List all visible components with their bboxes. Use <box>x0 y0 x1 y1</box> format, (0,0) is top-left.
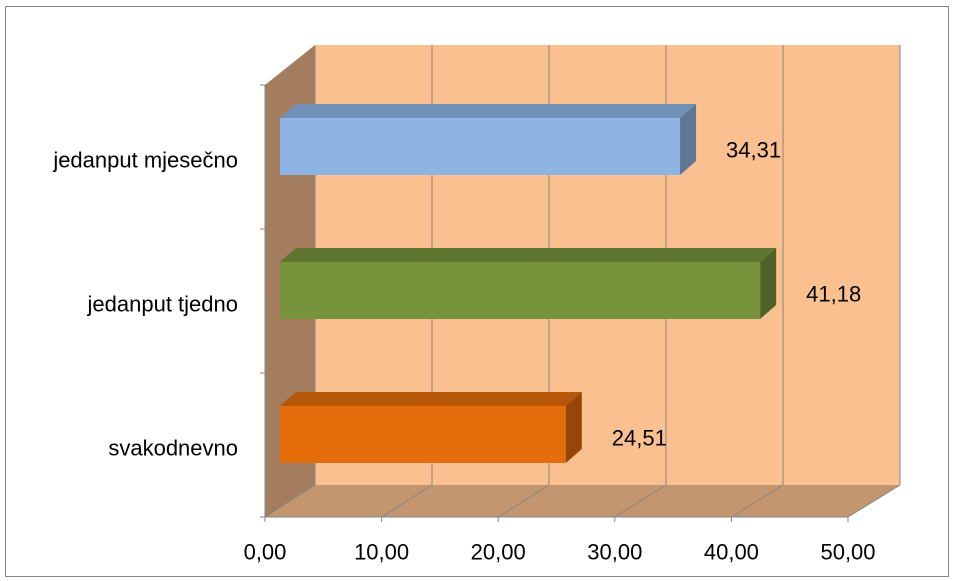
gridline-floor <box>847 484 901 518</box>
bar-jedanput-mjesecno <box>280 104 697 175</box>
bar-top-face <box>280 104 697 118</box>
bar-top-face <box>280 248 777 262</box>
gridline-floor <box>497 484 550 518</box>
category-label: jedanput mjesečno <box>52 148 238 173</box>
x-tick-label: 20,00 <box>471 540 526 565</box>
bar-jedanput-tjedno <box>280 248 777 319</box>
data-label: 41,18 <box>806 282 861 307</box>
bar-end-face <box>760 248 777 319</box>
gridline-floor <box>381 484 433 518</box>
bar-svakodnevno <box>280 392 582 463</box>
bar-front-face <box>280 262 761 319</box>
floor <box>265 485 900 517</box>
chart-area <box>5 6 949 577</box>
data-label: 24,51 <box>612 426 667 451</box>
x-tick-label: 30,00 <box>587 540 642 565</box>
axes <box>260 84 849 522</box>
x-tick-label: 0,00 <box>244 540 287 565</box>
bar-end-face <box>680 104 697 175</box>
category-label: jedanput tjedno <box>87 292 238 317</box>
data-label: 34,31 <box>726 138 781 163</box>
labels: 0,00 10,00 20,00 30,00 40,00 50,00 jedanput mj… <box>52 138 875 565</box>
bar-front-face <box>280 406 566 463</box>
x-tick-label: 40,00 <box>704 540 759 565</box>
x-tick-label: 10,00 <box>354 540 409 565</box>
bar-end-face <box>565 392 582 463</box>
bars <box>280 104 777 463</box>
gridline-floor <box>731 484 784 518</box>
category-label: svakodnevno <box>108 436 238 461</box>
bar-front-face <box>280 118 681 175</box>
gridline-floor <box>614 484 667 518</box>
x-tick-label: 50,00 <box>820 540 875 565</box>
bar-top-face <box>280 392 582 406</box>
gridline-floor <box>264 484 316 518</box>
